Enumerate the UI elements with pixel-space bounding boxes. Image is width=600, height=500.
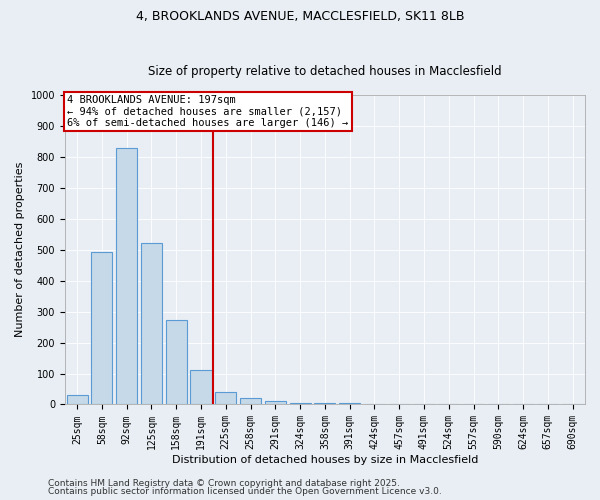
Bar (91, 252, 112, 404)
Bar (190, 370, 212, 404)
Bar (141, 243, 162, 404)
Bar (166, 320, 187, 404)
Bar (265, 401, 286, 404)
Text: Contains public sector information licensed under the Open Government Licence v3: Contains public sector information licen… (48, 487, 442, 496)
Text: 4, BROOKLANDS AVENUE, MACCLESFIELD, SK11 8LB: 4, BROOKLANDS AVENUE, MACCLESFIELD, SK11… (136, 10, 464, 23)
X-axis label: Distribution of detached houses by size in Macclesfield: Distribution of detached houses by size … (172, 455, 478, 465)
Y-axis label: Number of detached properties: Number of detached properties (15, 162, 25, 338)
Text: 4 BROOKLANDS AVENUE: 197sqm
← 94% of detached houses are smaller (2,157)
6% of s: 4 BROOKLANDS AVENUE: 197sqm ← 94% of det… (67, 95, 349, 128)
Title: Size of property relative to detached houses in Macclesfield: Size of property relative to detached ho… (148, 66, 502, 78)
Bar (339, 403, 360, 404)
Text: Contains HM Land Registry data © Crown copyright and database right 2025.: Contains HM Land Registry data © Crown c… (48, 478, 400, 488)
Bar (215, 392, 236, 404)
Bar (314, 403, 335, 404)
Bar (240, 398, 261, 404)
Bar (116, 148, 137, 404)
Bar (290, 403, 311, 404)
Bar (67, 394, 88, 404)
